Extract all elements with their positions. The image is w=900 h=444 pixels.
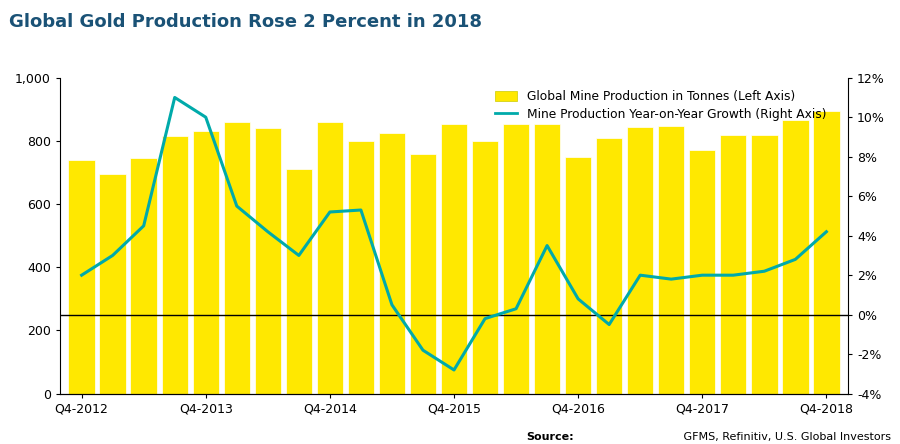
Bar xyxy=(565,157,591,394)
Bar xyxy=(503,123,529,394)
Bar xyxy=(379,133,405,394)
Bar xyxy=(193,131,219,394)
Bar xyxy=(161,136,188,394)
Bar xyxy=(814,111,840,394)
Bar xyxy=(130,158,157,394)
Bar xyxy=(100,174,126,394)
Bar xyxy=(689,151,716,394)
Bar xyxy=(596,139,622,394)
Bar xyxy=(752,135,778,394)
Bar xyxy=(658,126,684,394)
Bar xyxy=(472,141,499,394)
Bar xyxy=(68,160,94,394)
Text: GFMS, Refinitiv, U.S. Global Investors: GFMS, Refinitiv, U.S. Global Investors xyxy=(680,432,891,442)
Bar xyxy=(223,122,250,394)
Bar xyxy=(317,122,343,394)
Bar xyxy=(627,127,653,394)
Bar xyxy=(410,154,436,394)
Legend: Global Mine Production in Tonnes (Left Axis), Mine Production Year-on-Year Growt: Global Mine Production in Tonnes (Left A… xyxy=(495,90,826,121)
Bar xyxy=(782,120,808,394)
Text: Source:: Source: xyxy=(526,432,574,442)
Bar xyxy=(534,123,561,394)
Bar xyxy=(285,169,312,394)
Text: Global Gold Production Rose 2 Percent in 2018: Global Gold Production Rose 2 Percent in… xyxy=(9,13,482,32)
Bar xyxy=(255,128,281,394)
Bar xyxy=(347,141,374,394)
Bar xyxy=(441,123,467,394)
Bar xyxy=(720,135,746,394)
